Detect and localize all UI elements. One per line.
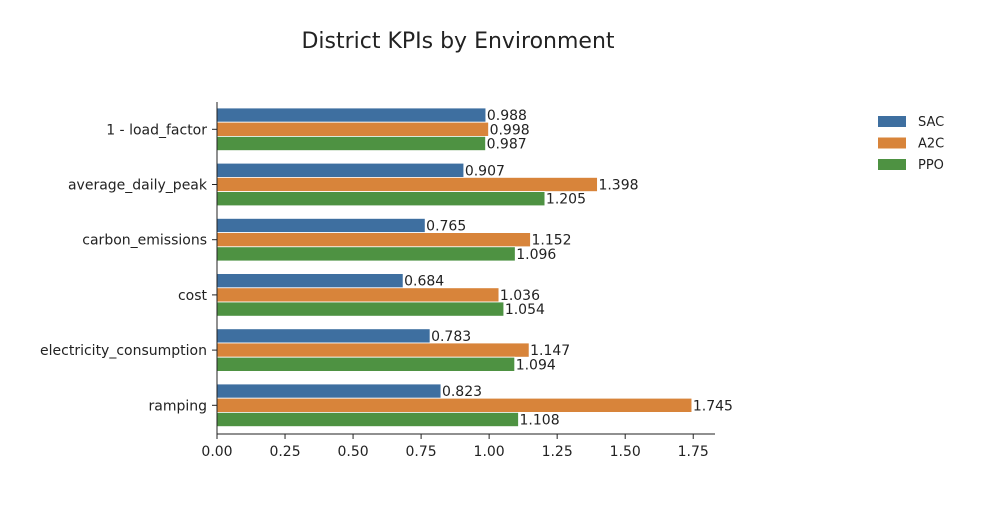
legend-label-sac: SAC bbox=[918, 115, 944, 130]
legend-swatch-ppo bbox=[878, 159, 906, 170]
x-tick-label: 0.75 bbox=[406, 444, 437, 460]
bar-sac bbox=[216, 383, 442, 399]
data-label: 0.998 bbox=[490, 122, 530, 138]
bar-a2c bbox=[216, 342, 530, 358]
data-label: 1.094 bbox=[516, 357, 556, 373]
data-label: 1.147 bbox=[530, 343, 570, 359]
x-tick-label: 1.00 bbox=[474, 444, 505, 460]
x-tick-label: 0.25 bbox=[269, 444, 300, 460]
x-tick-label: 0.00 bbox=[201, 444, 232, 460]
x-tick-label: 1.50 bbox=[610, 444, 641, 460]
bars-group bbox=[216, 107, 693, 427]
legend: SAC A2C PPO bbox=[878, 115, 944, 173]
data-label: 0.783 bbox=[431, 329, 471, 345]
category-label: carbon_emissions bbox=[82, 233, 207, 249]
legend-swatch-a2c bbox=[878, 137, 906, 149]
data-label: 0.907 bbox=[465, 163, 505, 179]
data-label: 1.096 bbox=[516, 247, 556, 263]
x-tick-label: 1.25 bbox=[542, 444, 573, 460]
data-label: 0.988 bbox=[487, 108, 527, 124]
category-label: cost bbox=[178, 288, 208, 304]
data-label: 0.987 bbox=[487, 137, 527, 153]
bar-sac bbox=[216, 107, 487, 123]
bar-a2c bbox=[216, 397, 693, 413]
bar-sac bbox=[216, 162, 465, 178]
bar-a2c bbox=[216, 121, 489, 137]
bar-a2c bbox=[216, 232, 531, 248]
bar-ppo bbox=[216, 191, 546, 207]
legend-label-ppo: PPO bbox=[918, 158, 944, 173]
x-axis-ticks: 0.00 0.25 0.50 0.75 1.00 1.25 1.50 1.75 bbox=[201, 128, 709, 460]
category-label: 1 - load_factor bbox=[106, 122, 207, 138]
data-label: 0.684 bbox=[404, 274, 444, 290]
data-label: 1.398 bbox=[598, 178, 638, 194]
legend-swatch-sac bbox=[878, 116, 906, 127]
data-label: 0.765 bbox=[426, 219, 466, 235]
bar-a2c bbox=[216, 287, 500, 303]
x-tick-label: 1.75 bbox=[678, 444, 709, 460]
data-label: 1.054 bbox=[505, 302, 545, 318]
data-label: 0.823 bbox=[442, 384, 482, 400]
bar-ppo bbox=[216, 246, 516, 262]
x-tick-label: 0.50 bbox=[337, 444, 368, 460]
category-labels: 1 - load_factor average_daily_peak carbon_… bbox=[40, 122, 208, 414]
chart-title: District KPIs by Environment bbox=[301, 29, 614, 54]
category-label: average_daily_peak bbox=[68, 178, 208, 194]
bar-sac bbox=[216, 217, 426, 233]
bar-ppo bbox=[216, 135, 486, 151]
bar-sac bbox=[216, 273, 404, 289]
data-label: 1.036 bbox=[500, 288, 540, 304]
bar-a2c bbox=[216, 176, 598, 192]
data-label: 1.152 bbox=[531, 233, 571, 249]
legend-label-a2c: A2C bbox=[918, 137, 944, 152]
data-label: 1.205 bbox=[546, 192, 586, 208]
bar-ppo bbox=[216, 411, 519, 427]
category-label: ramping bbox=[148, 398, 207, 414]
bar-ppo bbox=[216, 301, 505, 317]
data-label: 1.108 bbox=[520, 413, 560, 429]
bar-sac bbox=[216, 328, 431, 344]
category-label: electricity_consumption bbox=[40, 343, 207, 359]
bar-ppo bbox=[216, 356, 516, 372]
data-label: 1.745 bbox=[693, 398, 733, 414]
